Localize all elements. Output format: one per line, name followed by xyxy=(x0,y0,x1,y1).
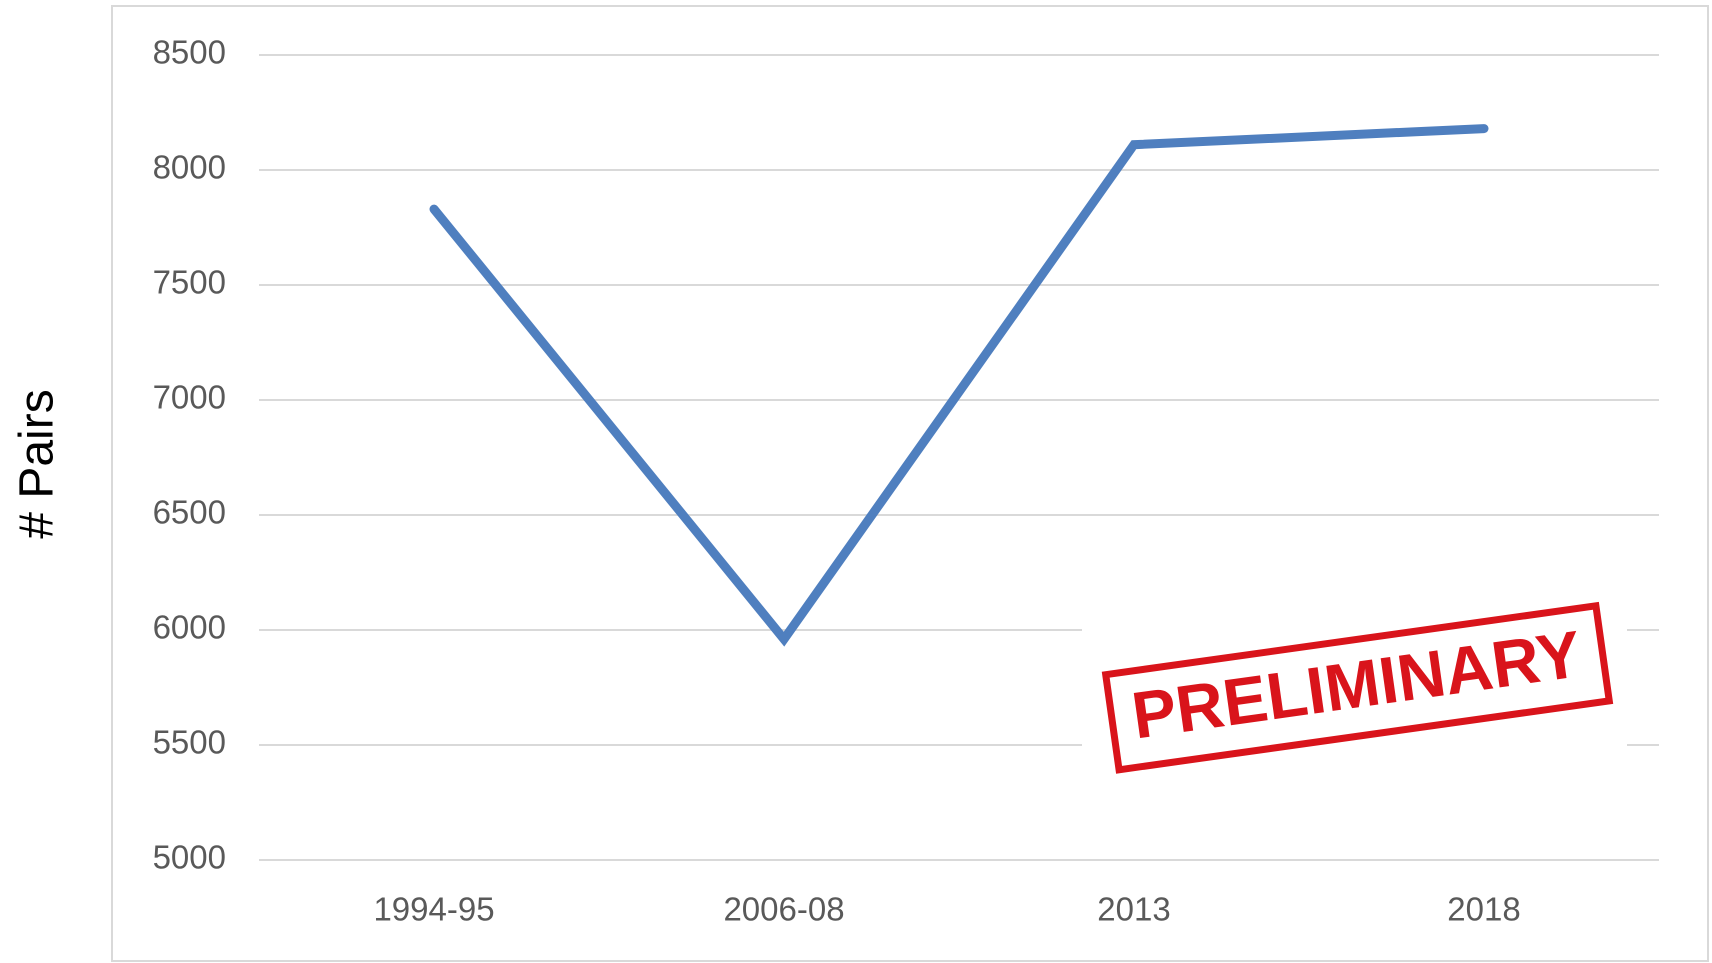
y-axis-label: # Pairs xyxy=(11,389,64,538)
x-tick-label: 1994-95 xyxy=(373,891,494,928)
y-tick-label: 7000 xyxy=(153,379,226,416)
y-tick-label: 5000 xyxy=(153,839,226,876)
line xyxy=(429,124,1489,647)
y-tick-label: 6500 xyxy=(153,494,226,531)
y-tick-label: 5500 xyxy=(153,724,226,761)
y-tick-label: 7500 xyxy=(153,264,226,301)
y-tick-label: 8500 xyxy=(153,34,226,71)
plot xyxy=(429,124,1489,647)
x-tick-label: 2006-08 xyxy=(723,891,844,928)
y-tick-label: 6000 xyxy=(153,609,226,646)
chart-frame xyxy=(111,5,1709,962)
x-tick-label: 2013 xyxy=(1097,891,1170,928)
y-tick-label: 8000 xyxy=(153,149,226,186)
x-tick-label: 2018 xyxy=(1447,891,1520,928)
stamp-border xyxy=(1101,601,1614,774)
